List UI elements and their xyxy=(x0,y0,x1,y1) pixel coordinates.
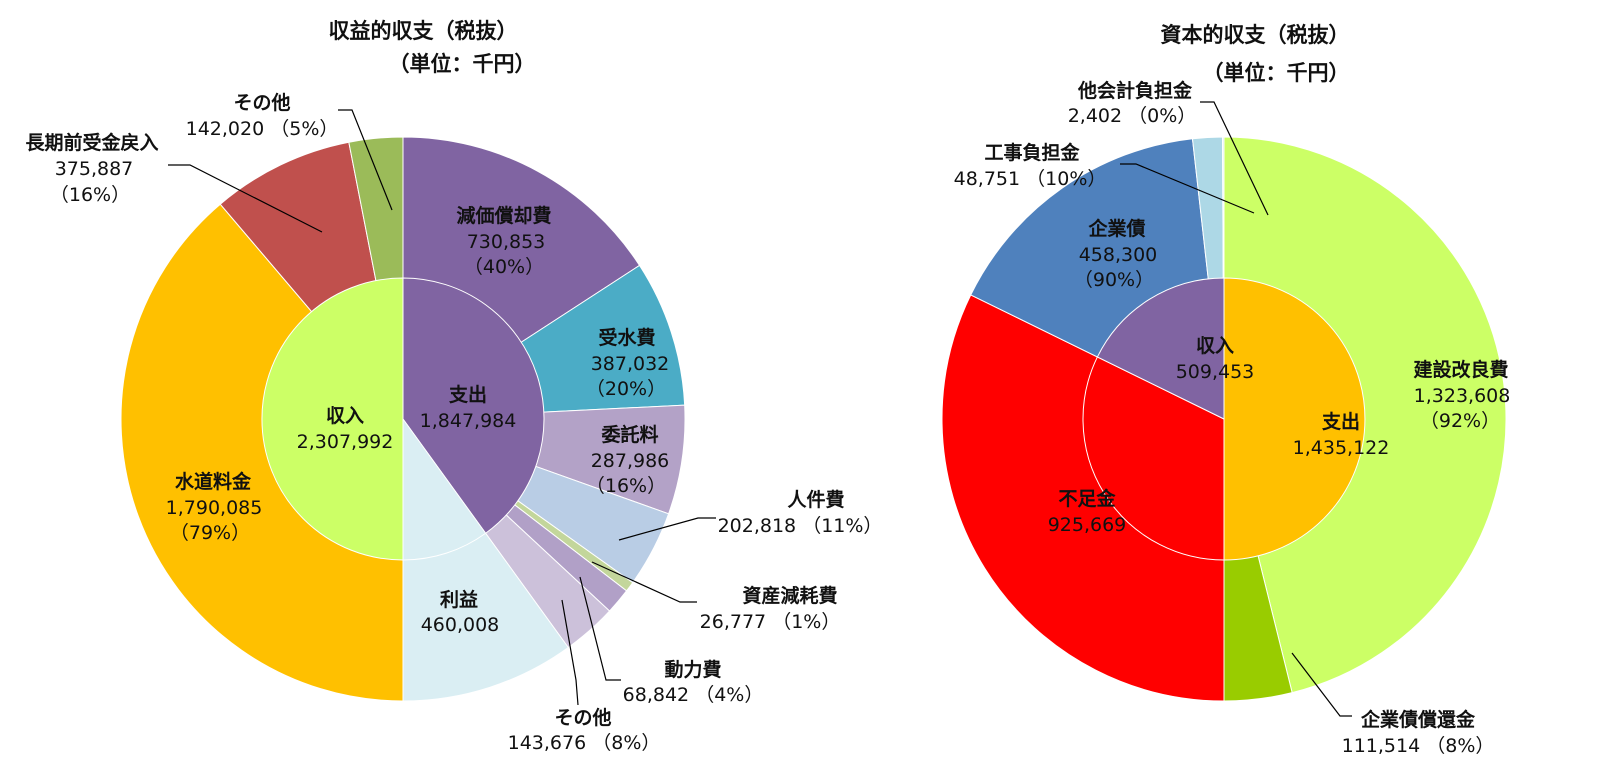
label-personnel-name: 人件費 xyxy=(787,488,844,511)
chart2-inner-slice-2 xyxy=(1096,277,1225,420)
label-depreciation-value: 730,853 xyxy=(467,231,546,253)
leader-lines-2 xyxy=(1120,101,1352,717)
leader-line-bond-repay xyxy=(1291,652,1352,717)
label-bond-repay-name: 企業債償還金 xyxy=(1360,708,1476,731)
chart2-inner-slice-1 xyxy=(1082,356,1225,561)
leader-line-other-exp xyxy=(561,599,579,706)
label-depreciation-pct: （40%） xyxy=(464,256,544,278)
leader-line-other-account xyxy=(1200,101,1269,216)
label-construction-burden-name: 工事負担金 xyxy=(984,141,1080,164)
label-asset-value: 26,777 （1%） xyxy=(700,611,841,633)
label-profit-name: 利益 xyxy=(440,588,478,611)
label-construction-imp-name: 建設改良費 xyxy=(1413,358,1508,381)
chart1-inner-slice-0 xyxy=(402,277,545,534)
label-expense2-inner-name: 支出 xyxy=(1321,410,1360,433)
label-long-term-pct: （16%） xyxy=(50,184,130,206)
label-expense2-inner-value: 1,435,122 xyxy=(1293,437,1390,459)
label-shortage-value: 925,669 xyxy=(1048,514,1127,536)
label-shortage-name: 不足金 xyxy=(1058,487,1116,510)
leader-line-construction xyxy=(1120,163,1255,214)
label-bond-value: 458,300 xyxy=(1079,244,1158,266)
label-income-inner-value: 2,307,992 xyxy=(297,431,394,453)
label-long-term-name: 長期前受金戻入 xyxy=(25,131,158,154)
label-other-exp-name: その他 xyxy=(554,706,611,729)
label-asset-name: 資産減耗費 xyxy=(742,584,837,607)
label-long-term-value: 375,887 xyxy=(55,158,134,180)
chart1-labels: 減価償却費 730,853 （40%） 受水費 387,032 （20%） 委託… xyxy=(25,91,882,754)
chart1-subtitle: （単位：千円） xyxy=(389,52,536,76)
label-power-name: 動力費 xyxy=(664,658,721,681)
label-income2-inner-name: 収入 xyxy=(1196,335,1234,357)
label-other-income-value: 142,020 （5%） xyxy=(186,118,339,140)
label-other-account-name: 他会計負担金 xyxy=(1077,79,1193,102)
label-consignment-name: 委託料 xyxy=(600,423,658,446)
label-water-purchase-name: 受水費 xyxy=(598,326,655,349)
chart1-inner-slice-2 xyxy=(261,277,404,561)
label-profit-value: 460,008 xyxy=(421,614,500,636)
label-other-exp-value: 143,676 （8%） xyxy=(508,732,661,754)
label-construction-imp-value: 1,323,608 xyxy=(1414,385,1511,407)
label-consignment-value: 287,986 xyxy=(591,450,670,472)
label-consignment-pct: （16%） xyxy=(586,475,666,497)
label-expense-inner-name: 支出 xyxy=(448,383,487,406)
chart1-title: 収益的収支（税抜） xyxy=(329,19,518,43)
capital-expense-donut xyxy=(941,136,1507,702)
label-bond-name: 企業債 xyxy=(1087,217,1145,240)
label-construction-imp-pct: （92%） xyxy=(1420,410,1500,432)
label-income2-inner-value: 509,453 xyxy=(1176,361,1255,383)
label-water-purchase-pct: （20%） xyxy=(586,378,666,400)
label-bond-repay-value: 111,514 （8%） xyxy=(1342,735,1495,757)
label-other-income-name: その他 xyxy=(233,91,290,114)
label-expense-inner-value: 1,847,984 xyxy=(420,410,517,432)
leader-lines-1 xyxy=(168,109,716,706)
chart2-labels: 建設改良費 1,323,608 （92%） 企業債償還金 111,514 （8%… xyxy=(954,79,1511,757)
chart1-outer-slice-8 xyxy=(120,203,404,702)
leader-line-asset xyxy=(591,561,697,603)
label-water-fee-pct: （79%） xyxy=(170,522,250,544)
chart2-title: 資本的収支（税抜） xyxy=(1161,23,1350,47)
label-water-fee-value: 1,790,085 xyxy=(166,497,263,519)
leader-line-personnel xyxy=(618,517,716,541)
chart1-inner-slice-1 xyxy=(402,417,487,561)
label-power-value: 68,842 （4%） xyxy=(623,684,764,706)
label-water-purchase-value: 387,032 xyxy=(591,353,670,375)
label-personnel-value: 202,818 （11%） xyxy=(718,515,883,537)
label-water-fee-name: 水道料金 xyxy=(175,470,252,493)
label-other-account-value: 2,402 （0%） xyxy=(1068,105,1197,127)
label-income-inner-name: 収入 xyxy=(326,405,364,427)
chart2-inner-slice-0 xyxy=(1223,277,1366,561)
leader-line-power xyxy=(579,576,621,681)
leader-line-other-income xyxy=(338,109,393,211)
label-construction-burden-value: 48,751 （10%） xyxy=(954,168,1107,190)
label-depreciation-name: 減価償却費 xyxy=(456,204,551,227)
label-bond-pct: （90%） xyxy=(1074,269,1154,291)
leader-line-long-term xyxy=(168,164,323,233)
chart2-subtitle: （単位：千円） xyxy=(1203,61,1350,85)
revenue-expense-donut xyxy=(120,136,686,702)
